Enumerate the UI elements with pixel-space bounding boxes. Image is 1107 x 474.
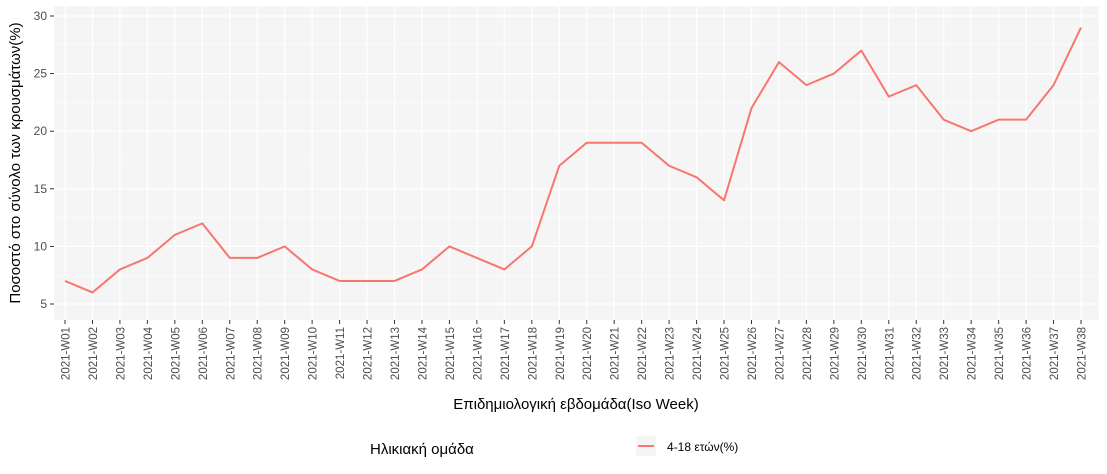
series-line-0: [64, 27, 1082, 294]
x-tick-label: 2021-W23: [665, 327, 677, 380]
x-tick-label: 2021-W17: [500, 327, 512, 380]
y-axis: 5 10 15 20 25 30: [34, 9, 54, 311]
series-layer: [64, 27, 1082, 294]
x-tick-label: 2021-W15: [445, 327, 457, 380]
x-tick-label: 2021-W31: [884, 327, 896, 380]
x-tick-label: 2021-W24: [692, 326, 704, 380]
y-tick-label: 20: [34, 124, 48, 138]
x-tick-label: 2021-W16: [472, 327, 484, 380]
y-tick-label: 5: [40, 297, 47, 311]
y-axis-title: Ποσοστό στο σύνολο των κρουσμάτων(%): [7, 22, 24, 303]
x-tick-label: 2021-W13: [390, 327, 402, 380]
x-tick-label: 2021-W34: [967, 326, 979, 380]
x-tick-label: 2021-W07: [225, 327, 237, 380]
legend-title: Ηλικιακή ομάδα: [370, 441, 474, 458]
y-tick-label: 25: [34, 67, 48, 81]
x-tick-label: 2021-W28: [802, 327, 814, 380]
y-tick-label: 15: [34, 182, 48, 196]
legend-label: 4-18 ετών(%): [667, 440, 738, 454]
y-tick-label: 10: [34, 239, 48, 253]
x-tick-label: 2021-W01: [61, 327, 73, 380]
x-tick-label: 2021-W11: [335, 327, 347, 379]
x-tick-label: 2021-W38: [1077, 327, 1089, 380]
x-tick-label: 2021-W22: [637, 327, 649, 380]
x-tick-label: 2021-W02: [88, 327, 100, 380]
x-tick-label: 2021-W04: [143, 326, 155, 380]
x-tick-label: 2021-W08: [253, 327, 265, 380]
x-axis: 2021-W01 2021-W02 2021-W03 2021-W04 2021-W05…: [61, 320, 1089, 380]
x-tick-label: 2021-W35: [994, 327, 1006, 380]
x-tick-label: 2021-W37: [1049, 327, 1061, 380]
x-tick-label: 2021-W18: [527, 327, 539, 380]
x-tick-label: 2021-W05: [170, 327, 182, 380]
plot-panel: [54, 6, 1099, 320]
x-tick-label: 2021-W32: [912, 327, 924, 380]
x-tick-label: 2021-W29: [829, 327, 841, 380]
x-tick-label: 2021-W09: [280, 327, 292, 380]
x-tick-label: 2021-W19: [555, 327, 567, 380]
x-axis-title: Επιδημιολογική εβδομάδα(Iso Week): [453, 396, 698, 413]
x-tick-label: 2021-W33: [939, 327, 951, 380]
x-tick-label: 2021-W21: [610, 327, 622, 380]
x-tick-label: 2021-W20: [582, 327, 594, 380]
x-tick-label: 2021-W12: [363, 327, 375, 380]
x-tick-label: 2021-W10: [308, 327, 320, 380]
x-tick-label: 2021-W25: [720, 327, 732, 380]
x-tick-label: 2021-W30: [857, 327, 869, 380]
x-tick-label: 2021-W03: [115, 327, 127, 380]
x-tick-label: 2021-W06: [198, 327, 210, 380]
x-tick-label: 2021-W36: [1022, 327, 1034, 380]
grid-lines: [54, 6, 1099, 320]
x-tick-label: 2021-W26: [747, 327, 759, 380]
legend: Ηλικιακή ομάδα 4-18 ετών(%): [370, 436, 738, 458]
x-tick-label: 2021-W14: [417, 326, 429, 380]
y-tick-label: 30: [34, 9, 48, 23]
x-tick-label: 2021-W27: [774, 327, 786, 380]
